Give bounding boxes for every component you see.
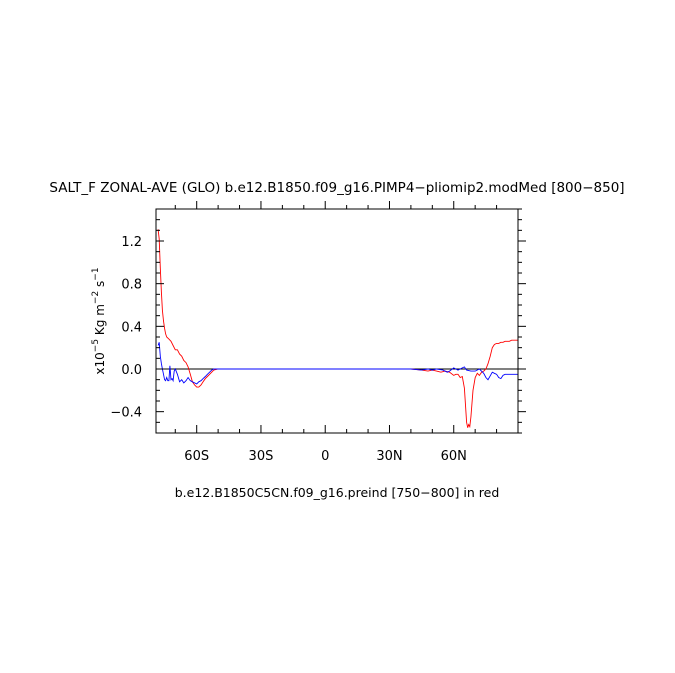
x-tick-label: 30S: [249, 449, 274, 464]
series-line-blue: [157, 342, 518, 385]
y-tick-label: 1.2: [121, 235, 142, 250]
y-axis-label-mid: s: [93, 281, 107, 291]
y-axis-label: x10−5 Kg m−2 s−1: [91, 267, 107, 374]
x-tick-label: 30N: [376, 449, 402, 464]
x-tick-label: 0: [321, 449, 329, 464]
x-tick-label: 60N: [441, 449, 467, 464]
y-axis-label-unit-exp1: −2: [91, 291, 101, 304]
plot-area: 60S 30S 0 30N 60N 1.2 0.8 0.4 0.0 −0.4: [110, 201, 526, 464]
footnote: b.e12.B1850C5CN.f09_g16.preind [750−800]…: [175, 485, 500, 500]
y-axis-label-prefix: x10: [93, 352, 107, 374]
y-axis-label-exponent: −5: [91, 339, 101, 352]
y-axis-label-unit-exp2: −1: [91, 267, 101, 280]
plot-frame: [155, 208, 519, 434]
chart-title: SALT_F ZONAL-AVE (GLO) b.e12.B1850.f09_g…: [49, 180, 624, 196]
series-line-red: [157, 229, 518, 429]
y-axis-label-unit: Kg m: [93, 304, 107, 335]
y-tick-label: −0.4: [110, 406, 142, 421]
y-tick-label: 0.0: [121, 363, 142, 378]
y-tick-label: 0.8: [121, 278, 142, 293]
x-tick-label: 60S: [184, 449, 209, 464]
y-tick-label: 0.4: [121, 320, 142, 335]
